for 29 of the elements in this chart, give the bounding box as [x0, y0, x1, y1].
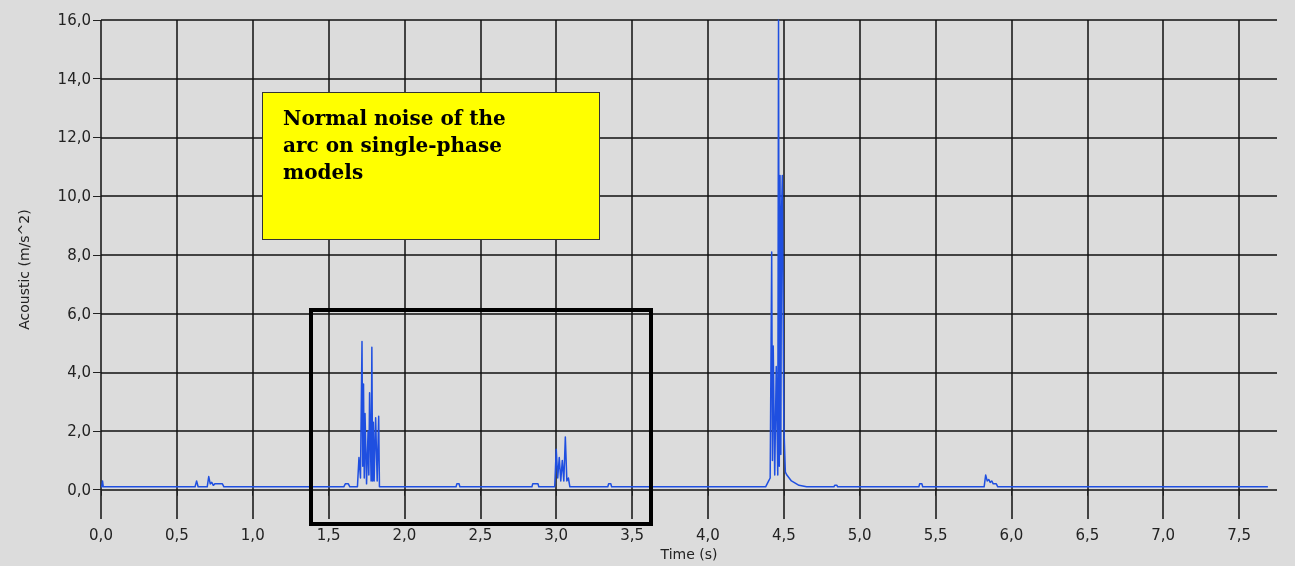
x-tick-label: 7,0 [1151, 525, 1176, 544]
x-tick-label: 1,5 [316, 525, 341, 544]
x-axis-title: Time (s) [659, 546, 718, 562]
x-tick-label: 0,5 [164, 525, 189, 544]
x-tick-label: 3,5 [620, 525, 645, 544]
x-tick-label: 2,0 [392, 525, 417, 544]
x-tick-label: 3,0 [544, 525, 569, 544]
y-tick-label: 16,0 [57, 11, 91, 29]
y-tick-label: 0,0 [67, 480, 91, 499]
x-tick-label: 7,5 [1227, 525, 1251, 544]
y-tick-label: 6,0 [67, 304, 91, 323]
x-tick-label: 5,5 [923, 525, 948, 544]
note-box: Normal noise of the arc on single-phase models [262, 92, 601, 241]
x-tick-label: 4,0 [696, 525, 720, 544]
x-tick-label: 0,0 [89, 525, 113, 544]
y-tick-label: 2,0 [67, 422, 91, 441]
y-tick-label: 8,0 [67, 245, 91, 264]
y-axis-title: Acoustic (m/s^2) [16, 209, 32, 330]
x-tick-label: 6,5 [1075, 525, 1100, 544]
line-series [100, 19, 1269, 488]
x-tick-label: 4,5 [771, 525, 796, 544]
x-tick-label: 6,0 [999, 525, 1024, 544]
y-tick-label: 4,0 [67, 363, 91, 382]
x-tick-label: 5,0 [847, 525, 872, 544]
y-tick-label: 12,0 [57, 128, 91, 147]
y-tick-label: 10,0 [57, 187, 91, 206]
x-tick-label: 1,0 [240, 525, 265, 544]
y-tick-label: 14,0 [57, 69, 91, 88]
x-tick-label: 2,5 [468, 525, 493, 544]
